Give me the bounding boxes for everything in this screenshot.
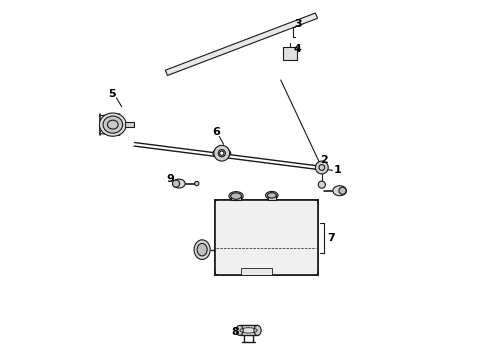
Bar [215,200,318,275]
Ellipse shape [103,116,122,133]
Ellipse shape [99,113,126,136]
Bar [268,195,276,200]
Ellipse shape [229,192,243,201]
Text: 5: 5 [108,89,116,99]
Bar [218,200,315,275]
Text: 7: 7 [327,233,335,243]
Circle shape [195,181,199,186]
Ellipse shape [231,193,242,199]
Circle shape [220,151,224,156]
Ellipse shape [266,192,278,199]
Circle shape [316,161,328,174]
Text: 8: 8 [231,327,239,337]
Text: 9: 9 [166,174,174,184]
Text: 3: 3 [295,18,302,28]
Bar [125,122,134,127]
Bar [283,47,297,60]
Circle shape [318,181,325,188]
Bar [231,196,242,200]
Text: 2: 2 [319,155,327,165]
Ellipse shape [197,243,207,256]
Circle shape [172,180,180,187]
Bar [215,203,318,271]
Ellipse shape [268,193,276,198]
Ellipse shape [213,148,231,158]
Ellipse shape [194,240,210,260]
Polygon shape [166,13,318,76]
Bar [240,325,258,336]
Text: 1: 1 [333,165,341,175]
Ellipse shape [236,325,243,336]
Bar [241,268,271,275]
Circle shape [214,145,230,161]
Ellipse shape [254,325,261,336]
Ellipse shape [172,179,185,188]
Text: 4: 4 [294,44,301,54]
Bar [215,200,318,275]
Circle shape [339,187,346,194]
Ellipse shape [333,186,346,196]
Text: 6: 6 [213,127,220,137]
